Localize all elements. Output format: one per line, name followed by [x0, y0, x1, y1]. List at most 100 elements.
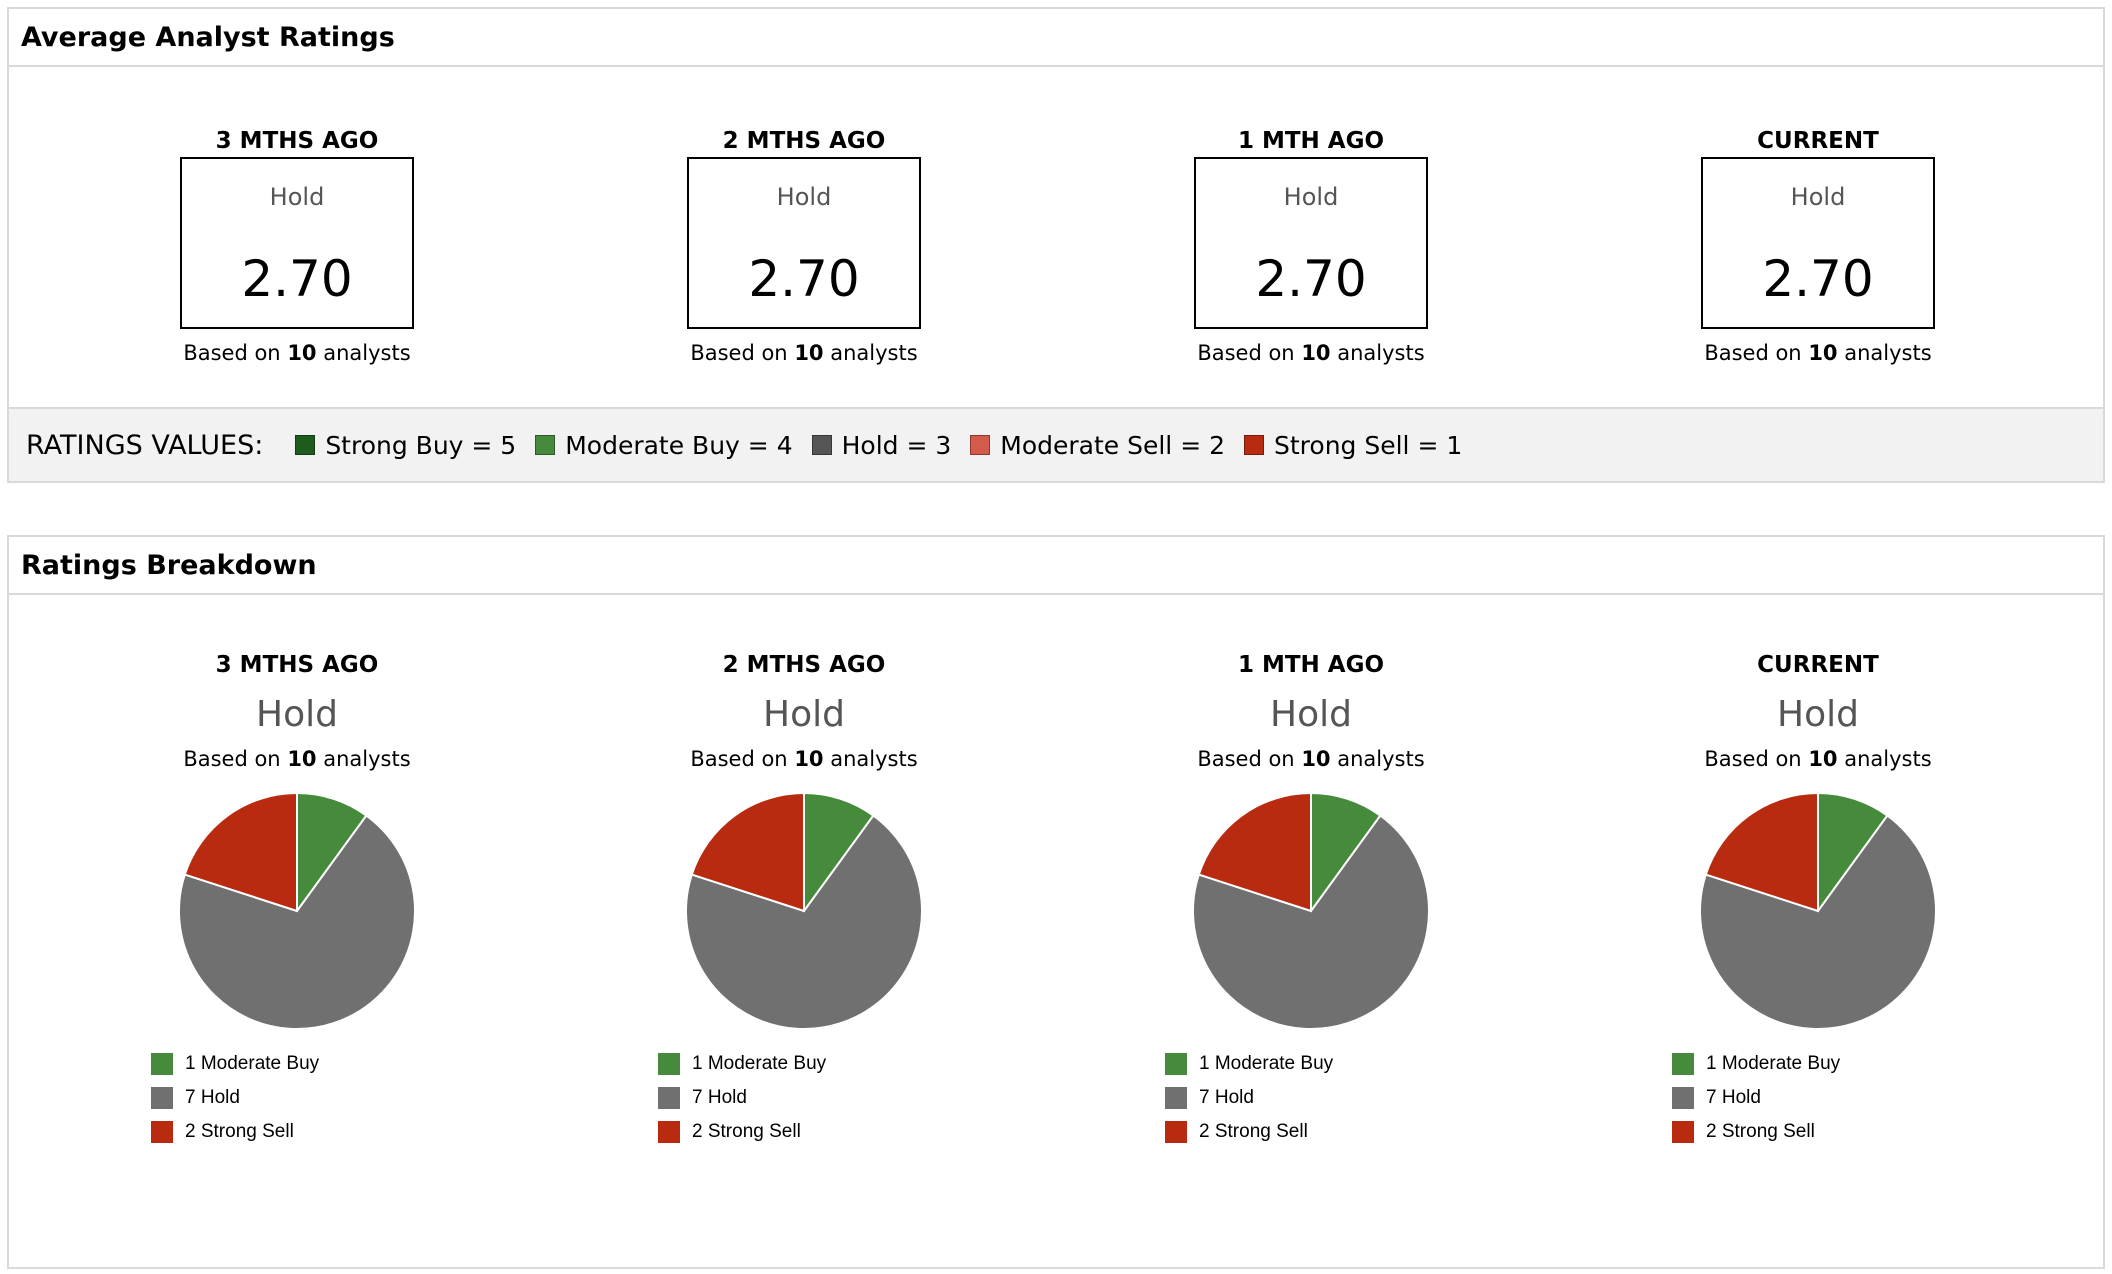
legend-swatch: [1165, 1053, 1187, 1075]
period-title: 3 MTHS AGO: [215, 128, 379, 154]
consensus-label: Hold: [1270, 694, 1352, 735]
legend-swatch: [1165, 1087, 1187, 1109]
pie-slice: [690, 791, 805, 913]
legend-swatch: [151, 1121, 173, 1143]
breakdown-period-card: 3 MTHS AGO Hold Based on 10 analysts 1 M…: [117, 595, 477, 1149]
rating-box: Hold 2.70: [687, 157, 921, 329]
breakdown-period-card: 2 MTHS AGO Hold Based on 10 analysts 1 M…: [624, 595, 984, 1149]
panel-title: Average Analyst Ratings: [9, 9, 2103, 67]
breakdown-period-card: 1 MTH AGO Hold Based on 10 analysts 1 Mo…: [1131, 595, 1491, 1149]
average-ratings-panel: Average Analyst Ratings 3 MTHS AGO Hold …: [7, 7, 2105, 483]
pie-slice: [803, 791, 875, 915]
analyst-count: Based on 10 analysts: [183, 341, 411, 365]
legend-swatch: [1672, 1087, 1694, 1109]
pie-slice: [178, 814, 416, 1030]
color-swatch: [811, 435, 832, 455]
pie-slice: [1192, 814, 1430, 1030]
legend-label: 1 Moderate Buy: [692, 1053, 827, 1074]
period-title: 1 MTH AGO: [1237, 652, 1385, 678]
legend-item: 1 Moderate Buy: [658, 1047, 858, 1081]
rating-box: Hold 2.70: [180, 157, 414, 329]
rating-value-text: Strong Buy = 5: [325, 430, 517, 460]
rating-period-card: 3 MTHS AGO Hold 2.70 Based on 10 analyst…: [117, 125, 477, 365]
rating-box: Hold 2.70: [1701, 157, 1935, 329]
pie-slice: [296, 791, 368, 915]
legend-item: 2 Strong Sell: [151, 1115, 351, 1149]
legend-item: 2 Strong Sell: [1165, 1115, 1365, 1149]
ratings-values-legend: RATINGS VALUES: Strong Buy = 5 Moderate …: [9, 407, 2103, 481]
legend-label: 1 Moderate Buy: [185, 1053, 320, 1074]
legend-swatch: [1165, 1121, 1187, 1143]
legend-swatch: [151, 1087, 173, 1109]
legend-label: 7 Hold: [185, 1087, 240, 1108]
rating-value-item: Moderate Sell = 2: [970, 431, 1225, 460]
pie-slice: [183, 791, 298, 913]
panel-title: Ratings Breakdown: [9, 537, 2103, 595]
color-swatch: [535, 435, 556, 455]
analyst-count: Based on 10 analysts: [1197, 747, 1425, 771]
rating-period-card: CURRENT Hold 2.70 Based on 10 analysts: [1638, 125, 1998, 365]
legend-item: 7 Hold: [658, 1081, 858, 1115]
rating-score: 2.70: [1762, 250, 1874, 308]
rating-period-card: 1 MTH AGO Hold 2.70 Based on 10 analysts: [1131, 125, 1491, 365]
rating-value-item: Strong Sell = 1: [1244, 431, 1462, 460]
analyst-count: Based on 10 analysts: [1197, 341, 1425, 365]
ratings-pie-chart: [178, 791, 416, 1030]
rating-value-text: Moderate Sell = 2: [1000, 430, 1225, 460]
pie-slice: [685, 814, 923, 1030]
legend-label: 2 Strong Sell: [1199, 1121, 1308, 1142]
rating-value-text: Strong Sell = 1: [1274, 430, 1463, 460]
analyst-count: Based on 10 analysts: [1704, 747, 1932, 771]
color-swatch: [970, 435, 991, 455]
legend-item: 1 Moderate Buy: [1165, 1047, 1365, 1081]
rating-label: Hold: [776, 183, 832, 211]
rating-label: Hold: [1790, 183, 1846, 211]
period-title: 1 MTH AGO: [1237, 128, 1385, 154]
ratings-pie-chart: [1192, 791, 1430, 1030]
pie-legend: 1 Moderate Buy 7 Hold 2 Strong Sell: [658, 1047, 858, 1149]
rating-value-item: Moderate Buy = 4: [535, 430, 793, 460]
ratings-breakdown-panel: Ratings Breakdown 3 MTHS AGO Hold Based …: [7, 535, 2105, 1269]
legend-item: 7 Hold: [1672, 1081, 1872, 1115]
pie-legend: 1 Moderate Buy 7 Hold 2 Strong Sell: [1672, 1047, 1872, 1149]
legend-swatch: [658, 1087, 680, 1109]
pie-slice: [1817, 791, 1889, 915]
legend-item: 7 Hold: [1165, 1081, 1365, 1115]
pie-slice: [1197, 791, 1312, 913]
color-swatch: [1244, 435, 1264, 455]
pie-slice: [1310, 791, 1382, 915]
rating-box: Hold 2.70: [1194, 157, 1428, 329]
period-title: 2 MTHS AGO: [722, 128, 886, 154]
legend-label: 7 Hold: [692, 1087, 747, 1108]
legend-label: 7 Hold: [1706, 1087, 1761, 1108]
consensus-label: Hold: [763, 694, 845, 735]
rating-value-text: Hold = 3: [841, 430, 952, 460]
legend-label: 1 Moderate Buy: [1706, 1053, 1841, 1074]
rating-label: Hold: [1283, 183, 1339, 211]
rating-score: 2.70: [241, 250, 353, 308]
rating-score: 2.70: [1255, 250, 1367, 308]
ratings-values-title: RATINGS VALUES:: [26, 429, 264, 461]
pie-slice: [1699, 814, 1937, 1030]
legend-item: 1 Moderate Buy: [1672, 1047, 1872, 1081]
rating-value-item: Hold = 3: [811, 430, 952, 460]
breakdown-period-card: CURRENT Hold Based on 10 analysts 1 Mode…: [1638, 595, 1998, 1149]
average-ratings-row: 3 MTHS AGO Hold 2.70 Based on 10 analyst…: [9, 67, 2103, 415]
period-title: 3 MTHS AGO: [215, 652, 379, 678]
legend-item: 2 Strong Sell: [658, 1115, 858, 1149]
legend-label: 2 Strong Sell: [1706, 1121, 1815, 1142]
legend-label: 2 Strong Sell: [185, 1121, 294, 1142]
pie-legend: 1 Moderate Buy 7 Hold 2 Strong Sell: [1165, 1047, 1365, 1149]
ratings-pie-chart: [1699, 791, 1937, 1030]
period-title: CURRENT: [1757, 128, 1879, 154]
rating-value-text: Moderate Buy = 4: [565, 430, 793, 460]
legend-item: 1 Moderate Buy: [151, 1047, 351, 1081]
legend-label: 2 Strong Sell: [692, 1121, 801, 1142]
legend-label: 1 Moderate Buy: [1199, 1053, 1334, 1074]
rating-label: Hold: [269, 183, 325, 211]
legend-swatch: [658, 1121, 680, 1143]
legend-label: 7 Hold: [1199, 1087, 1254, 1108]
legend-swatch: [658, 1053, 680, 1075]
legend-swatch: [1672, 1053, 1694, 1075]
ratings-pie-chart: [685, 791, 923, 1030]
